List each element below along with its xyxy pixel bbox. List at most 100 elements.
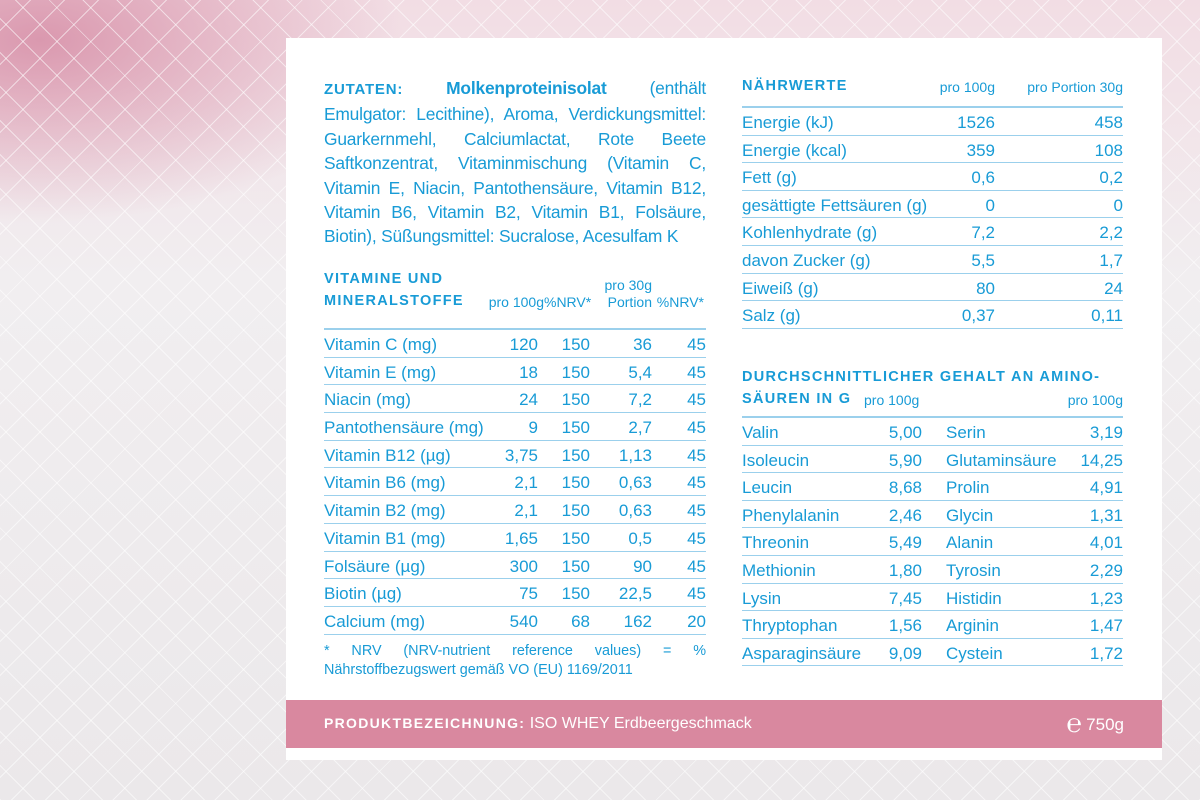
vitamin-name: Vitamin B2 (mg): [324, 501, 446, 521]
vitamin-portion: 36: [633, 335, 652, 354]
amino-acid-row: Valin 5,00 Serin 3,19: [742, 418, 1123, 446]
vitamin-row: Vitamin B6 (mg) 2,1 150 0,63 45: [324, 468, 706, 497]
vitamins-col-portion: pro 30g Portion: [596, 277, 652, 311]
vitamin-per100: 1,65: [504, 528, 538, 548]
product-name-bar: PRODUKTBEZEICHNUNG: ISO WHEY Erdbeergesc…: [286, 700, 1162, 748]
ingredients-text: ZUTATEN: Molkenproteinisolat (enthält Em…: [324, 76, 706, 249]
amino-acid-value: 1,31: [1089, 505, 1123, 525]
vitamin-per100: 75: [519, 584, 538, 604]
amino-acid-name: Glutaminsäure: [946, 450, 1057, 470]
vitamin-portion: 162: [623, 611, 652, 631]
vitamin-name: Calcium (mg): [324, 611, 426, 631]
amino-acid-name: Lysin: [742, 588, 782, 608]
amino-acid-row: Leucin 8,68 Prolin 4,91: [742, 473, 1123, 501]
vitamin-nrv2: 45: [687, 556, 706, 576]
amino-acid-row: Lysin 7,45 Histidin 1,23: [742, 584, 1123, 612]
vitamin-nrv2: 45: [687, 362, 706, 382]
vitamin-nrv: 150: [561, 528, 590, 548]
vitamin-nrv: 150: [561, 335, 590, 354]
vitamin-row: Calcium (mg) 540 68 162 20: [324, 607, 706, 635]
amino-acids-rows: Valin 5,00 Serin 3,19 Isoleucin 5,90 Glutamins…: [742, 418, 1123, 667]
nutrient-name: Salz (g): [742, 306, 801, 326]
vitamin-portion: 2,7: [628, 418, 652, 438]
nutrient-portion: 458: [1094, 113, 1123, 132]
vitamins-title: VITAMINE UND MINERALSTOFFE: [324, 268, 464, 312]
vitamins-rows: Vitamin C (mg) 120 150 36 45 Vitamin E (mg) 18…: [324, 330, 706, 635]
ingredients-list: (enthält Emulgator: Lecithine), Aroma, V…: [324, 78, 706, 247]
nutrition-table: NÄHRWERTE pro 100g pro Portion 30g Energ…: [742, 76, 1123, 329]
amino-acid-value: 2,46: [888, 505, 922, 525]
vitamin-portion: 0,63: [618, 473, 652, 493]
amino-acid-value: 8,68: [888, 478, 922, 498]
vitamin-per100: 3,75: [504, 445, 538, 465]
nutrition-label-panel: ZUTATEN: Molkenproteinisolat (enthält Em…: [286, 38, 1162, 760]
vitamin-nrv: 68: [571, 611, 590, 631]
vitamin-row: Vitamin C (mg) 120 150 36 45: [324, 330, 706, 358]
vitamin-name: Pantothensäure (mg): [324, 418, 484, 438]
vitamins-table-header: VITAMINE UND MINERALSTOFFE pro 100g %NRV…: [324, 266, 706, 330]
amino-acid-value: 9,09: [888, 643, 922, 663]
amino-acid-name: Thryptophan: [742, 616, 838, 636]
nutrition-col-portion: pro Portion 30g: [1027, 79, 1123, 95]
amino-acid-value: 1,80: [888, 560, 922, 580]
nutrient-portion: 24: [1104, 278, 1123, 298]
vitamin-name: Niacin (mg): [324, 390, 411, 410]
vitamins-col-portion-line1: pro 30g: [604, 277, 652, 293]
amino-acid-row: Thryptophan 1,56 Arginin 1,47: [742, 611, 1123, 639]
nutrition-row: Eiweiß (g) 80 24: [742, 274, 1123, 302]
product-name-label: PRODUKTBEZEICHNUNG:: [324, 715, 526, 731]
amino-acid-name: Histidin: [946, 588, 1002, 608]
vitamin-per100: 18: [519, 362, 538, 382]
nutrition-table-header: NÄHRWERTE pro 100g pro Portion 30g: [742, 76, 1123, 108]
vitamin-row: Vitamin E (mg) 18 150 5,4 45: [324, 358, 706, 386]
amino-acid-name: Arginin: [946, 616, 999, 636]
nutrient-per100: 0,6: [971, 168, 995, 188]
vitamin-per100: 24: [519, 390, 538, 410]
amino-acid-name: Serin: [946, 423, 986, 442]
vitamin-nrv: 150: [561, 418, 590, 438]
nutrition-col-per100: pro 100g: [939, 79, 995, 95]
amino-acids-title: DURCHSCHNITTLICHER GEHALT AN AMINO- SÄUR…: [742, 366, 1100, 410]
vitamin-row: Niacin (mg) 24 150 7,2 45: [324, 385, 706, 414]
vitamin-nrv: 150: [561, 445, 590, 465]
amino-acid-name: Leucin: [742, 478, 793, 498]
vitamin-nrv: 150: [561, 584, 590, 604]
vitamins-title-line1: VITAMINE UND: [324, 271, 444, 287]
amino-acid-value: 5,00: [888, 423, 922, 442]
amino-acids-header: DURCHSCHNITTLICHER GEHALT AN AMINO- SÄUR…: [742, 364, 1123, 418]
nutrition-row: Energie (kJ) 1526 458: [742, 108, 1123, 136]
nutrition-row: Fett (g) 0,6 0,2: [742, 163, 1123, 191]
vitamin-portion: 22,5: [618, 584, 652, 604]
vitamin-nrv2: 45: [687, 473, 706, 493]
nutrient-portion: 1,7: [1099, 250, 1123, 270]
vitamin-nrv: 150: [561, 473, 590, 493]
vitamins-col-nrv: %NRV*: [544, 294, 592, 310]
amino-acids-table: DURCHSCHNITTLICHER GEHALT AN AMINO- SÄUR…: [742, 364, 1123, 667]
vitamin-nrv: 150: [561, 556, 590, 576]
vitamin-name: Folsäure (µg): [324, 556, 426, 576]
nutrition-row: Kohlenhydrate (g) 7,2 2,2: [742, 218, 1123, 246]
nutrient-per100: 7,2: [971, 223, 995, 243]
nutrient-per100: 80: [976, 278, 995, 298]
amino-col-right: pro 100g: [1067, 392, 1123, 408]
ingredients-lead: Molkenproteinisolat: [446, 78, 607, 98]
nutrient-per100: 1526: [957, 113, 995, 132]
amino-acid-name: Prolin: [946, 478, 990, 498]
nutrient-portion: 2,2: [1099, 223, 1123, 243]
vitamin-portion: 90: [633, 556, 652, 576]
amino-acid-name: Asparaginsäure: [742, 643, 862, 663]
nutrition-row: gesättigte Fettsäuren (g) 0 0: [742, 191, 1123, 219]
amino-acid-value: 4,91: [1089, 478, 1123, 498]
vitamin-portion: 0,5: [628, 528, 652, 548]
nutrient-name: Kohlenhydrate (g): [742, 223, 878, 243]
amino-acid-name: Valin: [742, 423, 779, 442]
vitamin-name: Vitamin B6 (mg): [324, 473, 446, 493]
amino-acid-value: 14,25: [1080, 450, 1123, 470]
amino-acid-value: 3,19: [1089, 423, 1123, 442]
vitamins-col-nrv2: %NRV*: [656, 294, 704, 310]
amino-acid-name: Isoleucin: [742, 450, 810, 470]
estimated-sign-icon: ℮: [1066, 709, 1082, 739]
amino-acids-title-line2: SÄUREN IN G: [742, 391, 852, 407]
nutrition-row: Energie (kcal) 359 108: [742, 136, 1123, 164]
amino-acid-value: 2,29: [1089, 560, 1123, 580]
